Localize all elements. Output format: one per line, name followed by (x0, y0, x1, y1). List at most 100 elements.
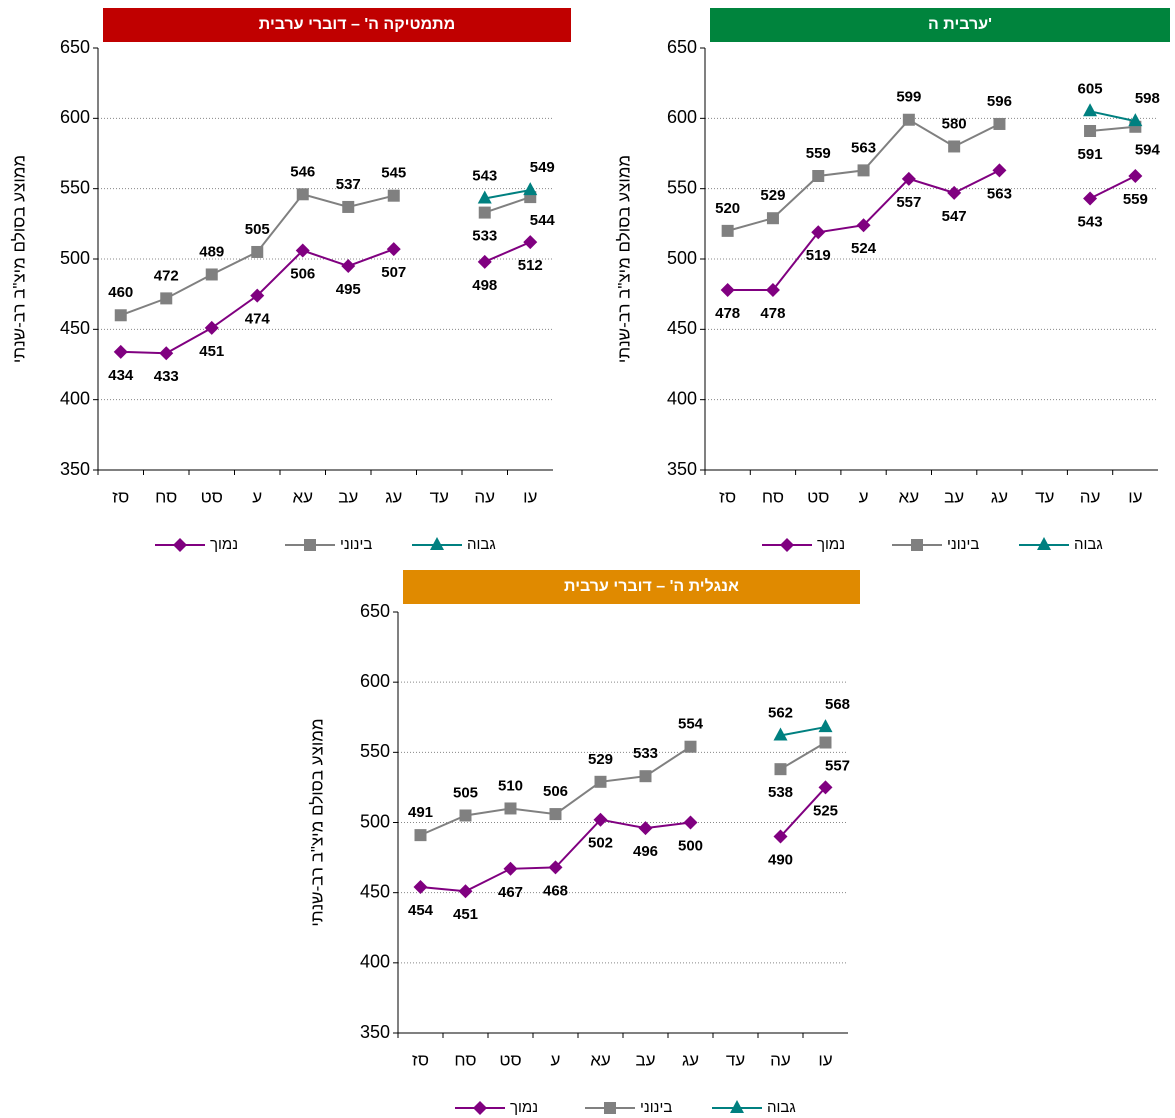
x-tick-label: עה (770, 1050, 791, 1069)
marker (811, 225, 826, 240)
data-label: 546 (290, 163, 315, 180)
marker (295, 243, 310, 258)
chart-title: מתמטיקה ה' – דוברי ערבית (259, 16, 455, 33)
marker (992, 163, 1007, 178)
data-label: 557 (825, 757, 850, 774)
data-label: 451 (453, 906, 478, 923)
data-label: 512 (518, 257, 543, 274)
series-line (1089, 125, 1136, 132)
y-axis-label: ממוצע בסולם מיצ"ב רב-שנתי (614, 155, 633, 363)
data-label: 500 (678, 837, 703, 854)
marker (159, 346, 174, 361)
data-label: 559 (806, 145, 831, 162)
marker (204, 320, 219, 335)
marker (593, 812, 608, 827)
legend-label: גבוה (1074, 536, 1103, 553)
y-tick-label: 650 (667, 37, 697, 57)
data-label: 478 (760, 305, 785, 322)
marker (901, 171, 916, 186)
y-tick-label: 350 (60, 459, 90, 479)
data-label: 533 (633, 745, 658, 762)
marker (523, 182, 538, 196)
marker (948, 140, 961, 153)
marker (387, 189, 400, 202)
y-tick-label: 400 (667, 388, 697, 408)
marker (205, 268, 218, 281)
marker (250, 288, 265, 303)
legend-marker (430, 537, 444, 550)
marker (638, 821, 653, 836)
marker (478, 206, 491, 219)
data-label: 544 (530, 212, 556, 229)
data-label: 490 (768, 852, 793, 869)
marker (1128, 113, 1143, 127)
data-label: 529 (760, 187, 785, 204)
y-tick-label: 600 (667, 107, 697, 127)
marker (639, 770, 652, 783)
x-tick-label: ע (551, 1050, 561, 1069)
x-tick-label: עג (385, 487, 402, 506)
marker (523, 235, 538, 250)
series-line (484, 241, 531, 263)
x-tick-label: עד (726, 1050, 745, 1069)
marker (812, 170, 825, 183)
legend-label: נמוך (817, 536, 845, 553)
data-label: 599 (896, 89, 921, 106)
marker (774, 763, 787, 776)
marker (386, 242, 401, 257)
data-label: 495 (336, 281, 361, 298)
data-label: 524 (851, 240, 877, 257)
data-label: 538 (768, 784, 793, 801)
legend-label: בינוני (947, 536, 979, 553)
data-label: 505 (453, 784, 478, 801)
data-label: 591 (1078, 146, 1103, 163)
marker (902, 113, 915, 126)
series-line (1089, 175, 1136, 200)
data-label: 507 (381, 264, 406, 281)
title-bar (710, 8, 1170, 42)
x-tick-label: עו (523, 487, 537, 506)
marker (818, 719, 833, 733)
y-tick-label: 450 (60, 318, 90, 338)
y-axis-label: ממוצע בסולם מיצ"ב רב-שנתי (307, 718, 326, 926)
data-label: 498 (472, 277, 497, 294)
x-tick-label: עא (590, 1050, 611, 1069)
series-line (1089, 110, 1136, 123)
x-tick-label: עב (635, 1050, 655, 1069)
data-label: 520 (715, 200, 740, 217)
data-label: 549 (530, 159, 555, 176)
data-label: 474 (245, 311, 271, 328)
y-tick-label: 550 (667, 177, 697, 197)
y-tick-label: 650 (60, 37, 90, 57)
marker (413, 880, 428, 895)
legend-label: בינוני (340, 536, 372, 553)
data-label: 557 (896, 194, 921, 211)
legend-marker (473, 1101, 487, 1115)
chart-title: ערבית ה' (928, 16, 992, 33)
data-label: 525 (813, 802, 838, 819)
marker (504, 802, 517, 815)
chart-title: אנגלית ה' – דוברי ערבית (564, 577, 739, 595)
x-tick-label: ע (252, 487, 262, 506)
x-tick-label: סט (499, 1050, 521, 1069)
marker (773, 829, 788, 844)
y-tick-label: 650 (360, 601, 390, 621)
data-label: 468 (543, 882, 568, 899)
marker (766, 212, 779, 225)
legend-marker (173, 538, 187, 552)
marker (856, 218, 871, 233)
x-tick-label: עג (682, 1050, 699, 1069)
data-label: 510 (498, 777, 523, 794)
series-line (779, 786, 827, 838)
marker (857, 164, 870, 177)
x-tick-label: עו (1128, 487, 1142, 506)
marker (113, 344, 128, 359)
x-tick-label: עג (991, 487, 1008, 506)
data-label: 563 (851, 139, 876, 156)
y-tick-label: 500 (60, 248, 90, 268)
series-line (780, 726, 826, 737)
data-label: 594 (1135, 142, 1161, 159)
y-tick-label: 500 (360, 811, 390, 831)
data-label: 496 (633, 843, 658, 860)
